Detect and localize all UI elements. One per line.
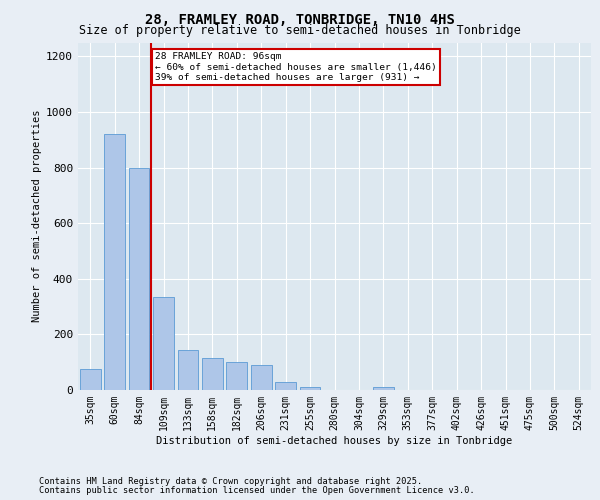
Text: Size of property relative to semi-detached houses in Tonbridge: Size of property relative to semi-detach… [79, 24, 521, 37]
Text: 28 FRAMLEY ROAD: 96sqm
← 60% of semi-detached houses are smaller (1,446)
39% of : 28 FRAMLEY ROAD: 96sqm ← 60% of semi-det… [155, 52, 437, 82]
Text: Contains HM Land Registry data © Crown copyright and database right 2025.: Contains HM Land Registry data © Crown c… [39, 477, 422, 486]
X-axis label: Distribution of semi-detached houses by size in Tonbridge: Distribution of semi-detached houses by … [157, 436, 512, 446]
Y-axis label: Number of semi-detached properties: Number of semi-detached properties [32, 110, 42, 322]
Bar [275, 382, 296, 390]
Bar [226, 362, 247, 390]
Bar [104, 134, 125, 390]
Bar [153, 297, 174, 390]
Bar [251, 365, 272, 390]
Bar [299, 387, 320, 390]
Bar [202, 358, 223, 390]
Text: 28, FRAMLEY ROAD, TONBRIDGE, TN10 4HS: 28, FRAMLEY ROAD, TONBRIDGE, TN10 4HS [145, 12, 455, 26]
Bar [80, 369, 101, 390]
Bar [178, 350, 199, 390]
Bar [128, 168, 149, 390]
Text: Contains public sector information licensed under the Open Government Licence v3: Contains public sector information licen… [39, 486, 475, 495]
Bar [373, 387, 394, 390]
